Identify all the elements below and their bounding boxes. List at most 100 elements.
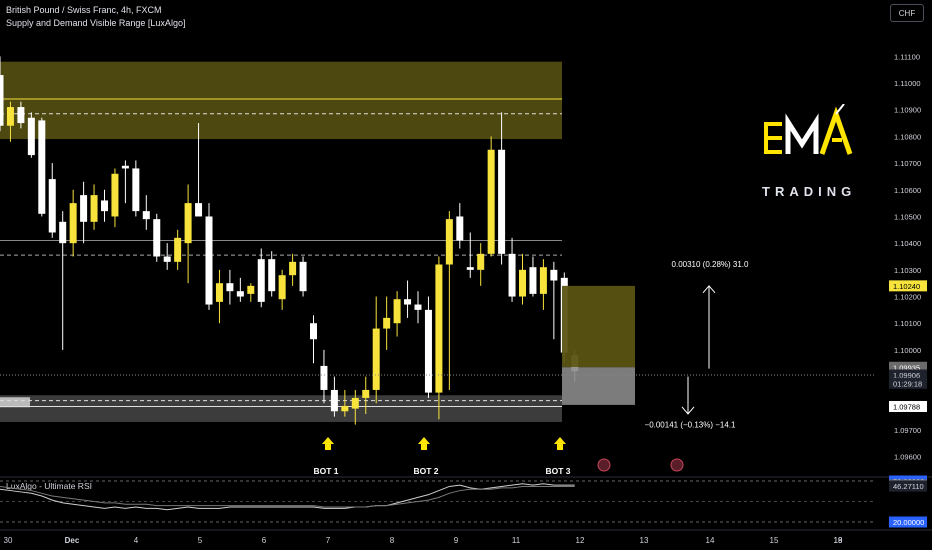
candle-body [466, 267, 474, 270]
measure-down-arrowhead [681, 406, 695, 415]
time-tick: 8 [390, 536, 395, 545]
price-label: 1.09788 [893, 402, 920, 411]
candle-body [539, 267, 547, 294]
candle-body [508, 253, 516, 297]
price-tick: 1.10100 [894, 319, 921, 328]
rsi-title: LuxAlgo - Ultimate RSI [6, 481, 92, 491]
price-tick: 1.10300 [894, 266, 921, 275]
candle-body [498, 149, 506, 254]
time-tick: 6 [262, 536, 267, 545]
candle-body [529, 267, 537, 294]
time-tick: Dec [65, 536, 80, 545]
price-label-box [889, 280, 927, 292]
rsi-label: 46.27110 [893, 482, 924, 491]
buy-signal-label: BOT 1 [313, 466, 338, 476]
candle-body [69, 203, 77, 244]
candle-body [6, 107, 14, 126]
buy-signal-label: BOT 2 [413, 466, 438, 476]
candle-body [487, 149, 495, 254]
candle-body [90, 195, 98, 222]
candle-body [80, 195, 88, 222]
price-tick: 1.10700 [894, 159, 921, 168]
symbol-title[interactable]: British Pound / Swiss Franc, 4h, FXCM [6, 5, 162, 15]
candle-body [550, 269, 558, 281]
candle-body [299, 261, 307, 292]
candle-body [236, 291, 244, 297]
price-tick: 1.09700 [894, 426, 921, 435]
time-tick: 30 [4, 536, 13, 545]
zones-layer [0, 61, 562, 422]
time-tick: 12 [576, 536, 585, 545]
price-label: 1.09935 [893, 363, 920, 372]
rsi-label: 20.00000 [893, 518, 924, 527]
candle-body [247, 285, 255, 294]
ema-trading-logo: TRADING [762, 103, 857, 204]
candle-body [383, 317, 391, 329]
buy-signal-arrow-icon [554, 437, 566, 450]
price-label-box [889, 361, 927, 373]
candle-body [393, 299, 401, 324]
time-tick: 15 [770, 536, 779, 545]
time-tick: 19 [834, 536, 843, 545]
event-flag-icon [597, 458, 611, 472]
candle-body [330, 389, 338, 412]
price-label-box [889, 400, 927, 412]
event-flag-icon [670, 458, 684, 472]
candle-body [163, 256, 171, 262]
price-label: 01:29:18 [893, 379, 922, 388]
price-tick: 1.10800 [894, 132, 921, 141]
candle-body [320, 365, 328, 390]
currency-button[interactable]: CHF [890, 4, 924, 22]
time-tick: 14 [706, 536, 715, 545]
price-label-box [889, 377, 927, 389]
price-tick: 1.10500 [894, 212, 921, 221]
demand-zone [0, 395, 562, 422]
time-tick: 9 [454, 536, 459, 545]
candle-body [48, 179, 56, 233]
measure-up-arrowhead [702, 285, 716, 294]
rsi-series-line [0, 485, 575, 508]
candle-body [27, 117, 35, 156]
time-tick: 4 [134, 536, 139, 545]
candle-body [362, 389, 370, 398]
candle-body [121, 165, 129, 169]
candle-body [404, 299, 412, 305]
price-tick: 1.10000 [894, 346, 921, 355]
logo-text: TRADING [762, 184, 857, 199]
price-tick: 1.10400 [894, 239, 921, 248]
candle-body [17, 107, 25, 124]
candle-body [289, 261, 297, 276]
candle-body [226, 283, 234, 292]
buy-signal-arrow-icon [418, 437, 430, 450]
candle-body [519, 269, 526, 297]
time-tick: 13 [640, 536, 649, 545]
price-label: 1.10240 [893, 282, 920, 291]
price-label-box [889, 369, 927, 381]
candle-body [59, 221, 67, 244]
buy-signal-label: BOT 3 [545, 466, 570, 476]
supply-zone [0, 61, 562, 140]
rsi-label-box [889, 516, 927, 528]
indicator-title[interactable]: Supply and Demand Visible Range [LuxAlgo… [6, 18, 186, 28]
buy-signal-arrow-icon [322, 437, 334, 450]
candle-body [278, 275, 286, 300]
time-tick: 5 [198, 536, 203, 545]
candle-body [195, 203, 203, 217]
candle-body [153, 219, 161, 257]
measure-up-box [562, 285, 635, 368]
candle-body [435, 264, 443, 393]
candle-body [445, 219, 453, 265]
candle-body [257, 259, 265, 302]
candle-body [351, 397, 359, 409]
price-tick: 1.11000 [894, 79, 921, 88]
candle-body [310, 323, 317, 340]
candle-body [0, 75, 4, 126]
candle-body [205, 216, 213, 305]
candle-body [456, 216, 464, 241]
candle-body [215, 283, 223, 302]
candle-body [268, 259, 276, 292]
time-tick: 11 [512, 536, 521, 545]
price-axis[interactable]: 1.11100 1.11000 1.10900 1.10800 1.10700 1.106… [889, 52, 927, 462]
